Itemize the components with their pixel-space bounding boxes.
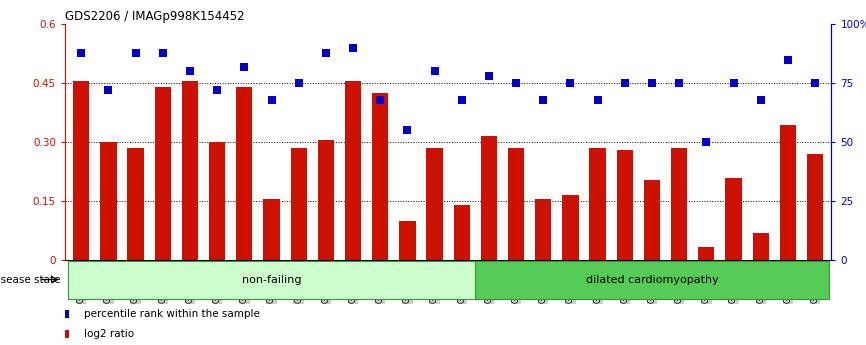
Point — [536, 97, 550, 102]
FancyBboxPatch shape — [68, 261, 475, 299]
Bar — [318, 140, 334, 260]
Point — [292, 80, 306, 86]
Point — [753, 97, 767, 102]
Bar — [535, 199, 552, 260]
Bar — [263, 199, 280, 260]
Point — [210, 88, 224, 93]
FancyBboxPatch shape — [475, 261, 829, 299]
Text: disease state: disease state — [0, 275, 61, 285]
Text: percentile rank within the sample: percentile rank within the sample — [84, 309, 260, 318]
Point — [617, 80, 631, 86]
Bar — [290, 148, 307, 260]
Bar — [698, 247, 714, 260]
Point — [781, 57, 795, 62]
Point — [700, 139, 714, 145]
Bar — [807, 154, 824, 260]
Text: GDS2206 / IMAGp998K154452: GDS2206 / IMAGp998K154452 — [65, 10, 244, 23]
Point — [265, 97, 279, 102]
Point — [237, 64, 251, 69]
Point — [129, 50, 143, 55]
Point — [74, 50, 88, 55]
Bar — [562, 196, 578, 260]
Point — [591, 97, 604, 102]
Bar — [643, 180, 660, 260]
Point — [441, 34, 456, 40]
Bar — [753, 233, 769, 260]
Bar — [127, 148, 144, 260]
Point — [645, 80, 659, 86]
Point — [727, 80, 740, 86]
Bar — [209, 142, 225, 260]
Point — [101, 88, 115, 93]
Point — [509, 80, 523, 86]
Point — [156, 50, 170, 55]
Bar — [73, 81, 89, 260]
Bar — [671, 148, 688, 260]
Point — [482, 73, 496, 79]
Bar — [454, 205, 470, 260]
Bar — [426, 148, 443, 260]
Point — [346, 45, 360, 50]
Point — [428, 69, 442, 74]
Point — [441, 218, 456, 224]
Point — [808, 80, 822, 86]
Point — [455, 97, 469, 102]
Text: log2 ratio: log2 ratio — [84, 329, 134, 339]
Text: non-failing: non-failing — [242, 275, 301, 285]
Bar — [508, 148, 524, 260]
Bar — [779, 125, 796, 260]
Bar — [100, 142, 117, 260]
Bar — [182, 81, 198, 260]
Point — [672, 80, 686, 86]
Point — [564, 80, 578, 86]
Point — [183, 69, 197, 74]
Bar — [617, 150, 633, 260]
Text: dilated cardiomyopathy: dilated cardiomyopathy — [585, 275, 719, 285]
Bar — [481, 136, 497, 260]
Bar — [372, 93, 388, 260]
Bar — [345, 81, 361, 260]
Bar — [155, 87, 171, 260]
Bar — [590, 148, 606, 260]
Bar — [236, 87, 253, 260]
Bar — [399, 221, 416, 260]
Point — [400, 128, 414, 133]
Point — [319, 50, 333, 55]
Point — [373, 97, 387, 102]
Bar — [726, 178, 741, 260]
